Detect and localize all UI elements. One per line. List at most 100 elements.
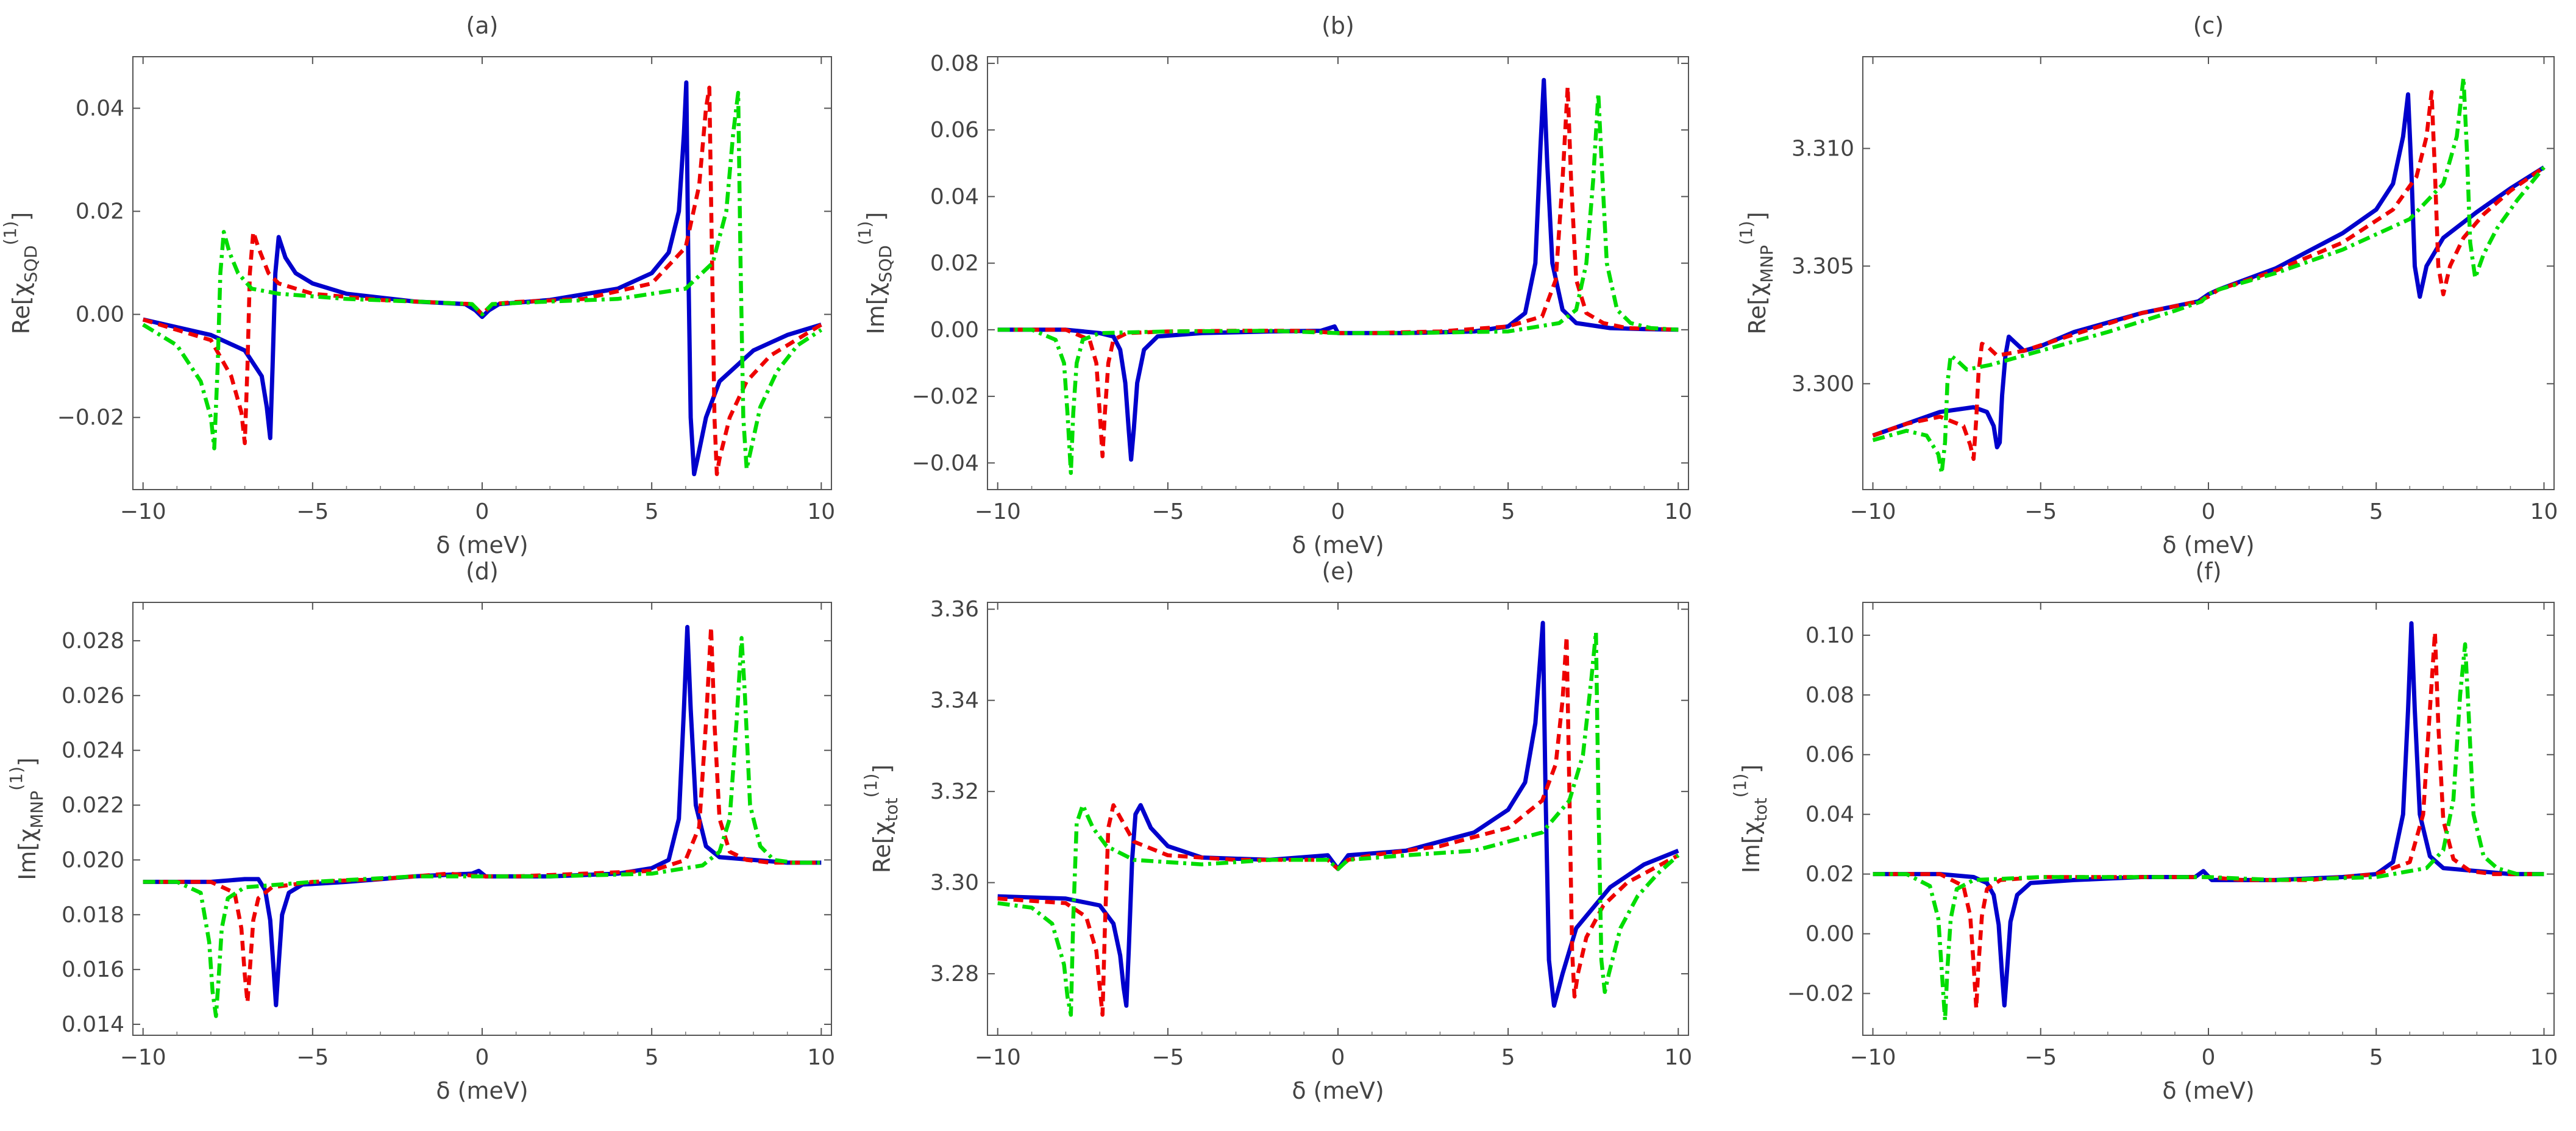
x-tick-label: 10 <box>2530 1045 2558 1070</box>
y-axis-label-sub: tot <box>881 797 902 821</box>
y-tick-label: 3.34 <box>930 688 979 713</box>
y-tick-label: 0.00 <box>1806 922 1854 947</box>
x-tick-label: −5 <box>296 1045 329 1070</box>
y-tick-label: 0.00 <box>930 318 979 343</box>
y-tick-label: 0.02 <box>76 199 124 224</box>
y-tick-label: 0.024 <box>62 738 124 763</box>
y-tick-label: 0.06 <box>930 118 979 143</box>
y-tick-label: 0.06 <box>1806 743 1854 768</box>
x-tick-label: −10 <box>120 1045 166 1070</box>
series-dot-dashed <box>1872 76 2546 476</box>
y-tick-label: −0.02 <box>57 405 124 430</box>
series-dashed <box>143 625 822 1005</box>
panel-title: (b) <box>1322 12 1354 39</box>
panel-title: (c) <box>2193 12 2224 39</box>
y-axis-label-suffix: ] <box>1738 765 1765 774</box>
y-axis-label-suffix: ] <box>863 212 889 221</box>
y-tick-label: 0.10 <box>1806 623 1854 648</box>
panel-title: (d) <box>466 558 499 585</box>
y-tick-label: 3.30 <box>930 871 979 896</box>
y-axis-label-sup: (1) <box>861 774 881 798</box>
y-tick-label: 3.305 <box>1791 254 1854 279</box>
panel-c: (c) −10 −5 0 5 10 3.300 3.305 3.310 δ (meV) Re[χMN… <box>1736 12 2558 558</box>
series-dot-dashed <box>142 90 823 471</box>
panel-a: (a) −10 −5 0 5 10 −0.02 0.00 0.02 0.04 δ (meV) Re[χ… <box>0 12 835 558</box>
y-tick-label: 0.016 <box>62 957 124 982</box>
plot-frame <box>987 602 1689 1036</box>
y-tick-label: 0.00 <box>76 302 124 327</box>
series-solid <box>143 624 822 1008</box>
x-tick-label: 0 <box>2202 499 2216 524</box>
y-axis-label-sub: SQD <box>21 245 41 282</box>
y-tick-label: 0.020 <box>62 847 124 872</box>
x-tick-label: −5 <box>1151 1045 1184 1070</box>
series-solid <box>997 621 1679 1008</box>
x-tick-label: −10 <box>1850 1045 1896 1070</box>
y-tick-label: 3.28 <box>930 962 979 987</box>
y-tick-label: 0.022 <box>62 793 124 818</box>
x-tick-label: 0 <box>1331 1045 1345 1070</box>
x-tick-label: −10 <box>975 1045 1021 1070</box>
x-tick-label: 10 <box>1664 499 1692 524</box>
y-tick-label: 0.08 <box>930 51 979 76</box>
x-axis-label: δ (meV) <box>1292 1077 1384 1104</box>
x-tick-label: 0 <box>475 499 489 524</box>
y-axis-label-prefix: Im[χ <box>14 829 41 880</box>
y-axis-label-sub: MNP <box>1757 245 1777 283</box>
x-axis-label: δ (meV) <box>436 532 528 558</box>
y-axis-label-sup: (1) <box>855 221 875 245</box>
x-axis-label: δ (meV) <box>1292 532 1384 558</box>
x-axis-label: δ (meV) <box>436 1077 528 1104</box>
series-dashed <box>1873 630 2544 1011</box>
x-tick-label: −10 <box>1850 499 1896 524</box>
x-tick-label: 5 <box>2369 499 2383 524</box>
y-tick-label: 0.014 <box>62 1012 124 1037</box>
y-tick-label: 3.300 <box>1791 371 1854 396</box>
x-tick-label: 10 <box>807 1045 835 1070</box>
x-tick-label: 0 <box>1331 499 1345 524</box>
y-axis-label-prefix: Re[χ <box>8 283 35 335</box>
panel-e: (e) −10 −5 0 5 10 3.28 3.30 3.32 3.34 3.36 δ (meV) R… <box>861 558 1692 1104</box>
y-axis-label-sub: tot <box>1751 797 1771 821</box>
x-axis-label: δ (meV) <box>2162 1077 2254 1104</box>
x-tick-label: −10 <box>975 499 1021 524</box>
panel-d: (d) −10 −5 0 5 10 0.014 0.016 0.018 0.020 0.022 0.0… <box>6 558 835 1104</box>
y-axis-label-prefix: Im[χ <box>863 282 889 334</box>
y-axis-label: Re[χSQD(1)] <box>0 212 41 335</box>
y-axis-label-suffix: ] <box>8 212 35 221</box>
series-solid <box>1872 92 2546 449</box>
panel-title: (e) <box>1322 558 1354 585</box>
series-dot-dashed <box>997 91 1679 475</box>
panel-b: (b) −10 −5 0 5 10 −0.04 −0.02 0.00 0.02 0.04 0.06 0.… <box>855 12 1692 558</box>
x-tick-label: 10 <box>807 499 835 524</box>
y-axis-label-sup: (1) <box>1730 774 1750 798</box>
y-axis-label: Re[χtot(1)] <box>861 765 902 873</box>
x-tick-label: 0 <box>2202 1045 2216 1070</box>
y-axis-label-sup: (1) <box>1736 221 1756 245</box>
y-axis-label-suffix: ] <box>869 765 895 774</box>
x-tick-label: −5 <box>1151 499 1184 524</box>
y-axis-label-prefix: Re[χ <box>869 821 895 873</box>
y-axis-label-prefix: Re[χ <box>1744 283 1771 335</box>
y-tick-label: 0.018 <box>62 902 124 927</box>
panel-title: (a) <box>466 12 499 39</box>
y-axis-label-sub: SQD <box>875 245 895 282</box>
series-dot-dashed <box>143 636 822 1018</box>
y-tick-label: −0.02 <box>1787 981 1854 1006</box>
y-tick-label: 3.310 <box>1791 136 1854 161</box>
x-tick-label: 5 <box>1501 499 1515 524</box>
y-axis-label: Im[χSQD(1)] <box>855 212 895 335</box>
y-tick-label: 0.028 <box>62 629 124 654</box>
y-axis-label-prefix: Im[χ <box>1738 821 1765 873</box>
series-dashed <box>1872 90 2546 462</box>
y-tick-label: −0.04 <box>912 451 979 476</box>
y-tick-label: 0.08 <box>1806 683 1854 708</box>
x-tick-label: 5 <box>645 499 659 524</box>
y-tick-label: 0.04 <box>1806 802 1854 827</box>
panel-f: (f) −10 −5 0 5 10 −0.02 0.00 0.02 0.04 0.06 0.08 0.1… <box>1730 558 2558 1104</box>
y-tick-label: −0.02 <box>912 384 979 409</box>
x-tick-label: −5 <box>2024 499 2057 524</box>
series-dashed <box>142 85 822 476</box>
y-axis-label: Re[χMNP(1)] <box>1736 212 1777 334</box>
